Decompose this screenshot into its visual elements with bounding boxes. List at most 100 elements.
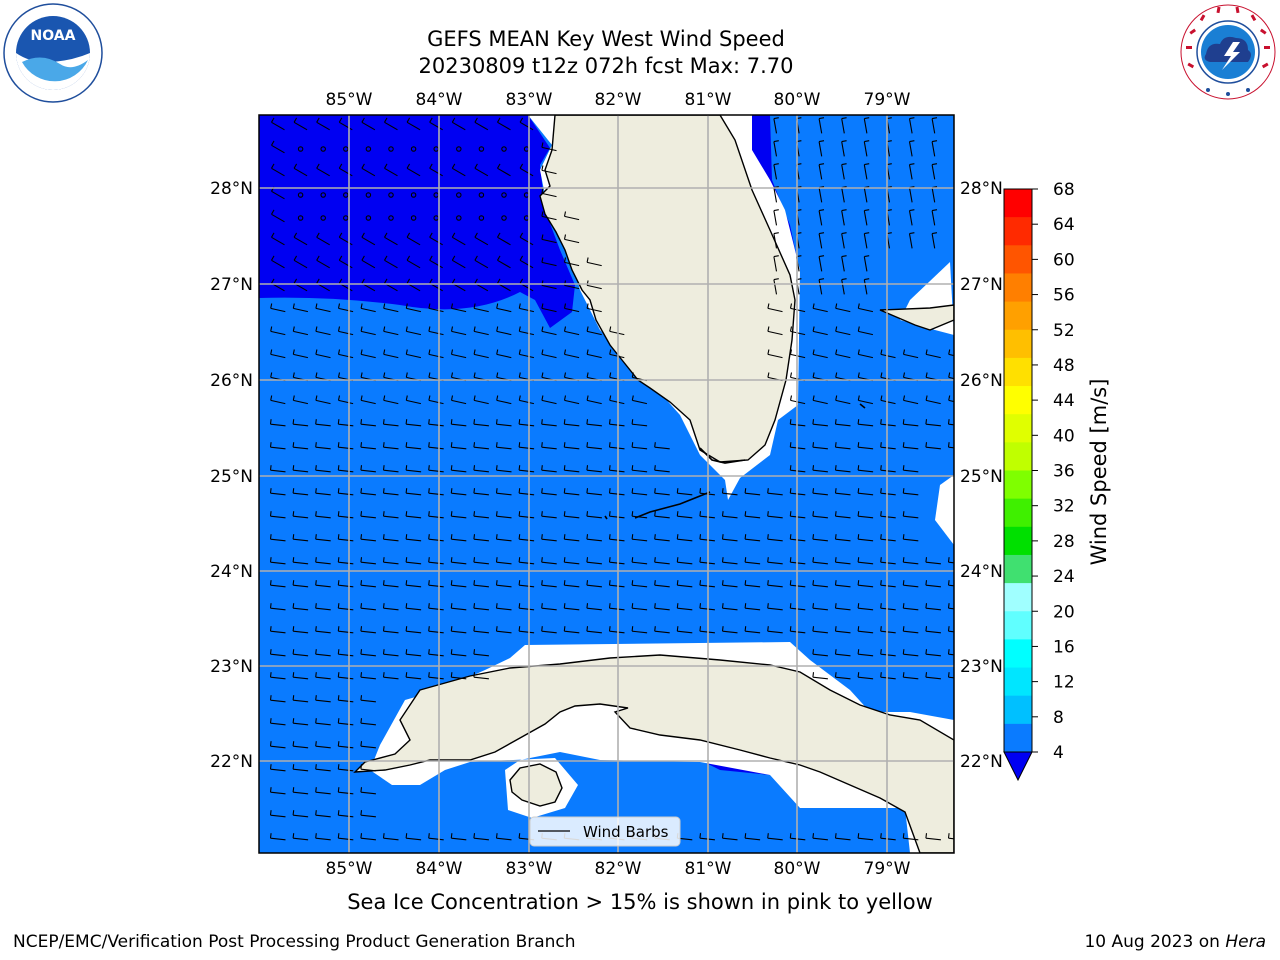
map-title: GEFS MEAN Key West Wind Speed <box>427 27 785 51</box>
wind-barb <box>902 580 919 588</box>
wind-barb <box>925 672 941 680</box>
colorbar-segment <box>1004 386 1032 415</box>
colorbar-segment <box>1004 554 1032 584</box>
wind-barb <box>541 395 557 405</box>
wind-barb <box>293 232 308 246</box>
wind-barb <box>947 626 954 633</box>
calm-wind-marker <box>388 146 394 152</box>
wind-barb <box>586 257 602 267</box>
wind-barb <box>428 672 444 680</box>
wind-barb <box>382 603 399 611</box>
wind-barb <box>292 718 309 726</box>
wind-barb <box>880 833 896 841</box>
calm-wind-marker <box>365 146 372 152</box>
wind-barb <box>955 141 960 157</box>
wind-barb <box>495 511 512 519</box>
colorbar-tick-label: 32 <box>1053 497 1075 517</box>
wind-barb <box>337 303 354 313</box>
wind-barb <box>902 465 919 473</box>
lon-label: 79°W <box>864 90 911 110</box>
wind-barb <box>863 209 870 226</box>
lat-label: 24°N <box>210 562 253 582</box>
colorbar-segment <box>1004 583 1032 612</box>
wind-barb <box>834 580 851 588</box>
wind-barb <box>382 626 399 634</box>
wind-barbs <box>269 117 960 841</box>
wind-barb <box>773 232 779 249</box>
wind-barb <box>270 395 286 405</box>
wind-barb <box>269 764 286 772</box>
wind-barb <box>744 511 761 519</box>
florida-keys <box>604 403 866 520</box>
wind-barb <box>428 326 444 336</box>
wind-barb <box>955 187 960 203</box>
wind-barb <box>497 163 511 177</box>
wind-barb <box>316 232 330 246</box>
calm-wind-marker <box>320 146 326 152</box>
colorbar-tick-label: 44 <box>1053 391 1075 411</box>
wind-barb <box>721 511 738 519</box>
wind-barb <box>586 465 602 473</box>
colorbar-segment <box>1004 667 1032 697</box>
wind-barb <box>835 395 851 405</box>
lon-label: 85°W <box>326 859 373 879</box>
wind-barb <box>608 511 625 519</box>
wind-barb <box>337 764 354 772</box>
colorbar-segment <box>1004 273 1032 303</box>
wind-barb <box>360 580 376 588</box>
wind-barb <box>857 580 874 588</box>
wind-barb <box>541 257 557 267</box>
wind-barb <box>563 626 580 634</box>
wind-barb <box>518 419 535 427</box>
wind-barb <box>315 557 331 565</box>
wind-barb <box>908 232 915 249</box>
lon-label: 83°W <box>506 90 553 110</box>
wind-barb <box>563 580 580 588</box>
wind-barb <box>563 419 580 427</box>
wind-barb <box>586 511 602 519</box>
wind-barb <box>451 232 466 246</box>
wind-barb <box>360 649 376 657</box>
wind-barb <box>360 810 376 818</box>
colorbar-ticks: 68 64 60 56 52 48 44 40 36 32 28 24 20 16 12 8 4 <box>1032 180 1075 763</box>
wind-barb <box>315 672 331 680</box>
wind-barb <box>269 419 286 427</box>
wind-barb <box>834 534 851 542</box>
wind-barb <box>676 534 693 542</box>
wind-barb <box>405 833 422 841</box>
colorbar-segment <box>1004 217 1032 246</box>
lon-label: 82°W <box>595 859 642 879</box>
wind-barb <box>902 672 919 680</box>
wind-barb <box>337 395 354 405</box>
calm-wind-marker <box>343 146 349 152</box>
wind-barb <box>316 255 330 269</box>
wind-barb <box>270 326 286 336</box>
wind-barb <box>405 326 422 336</box>
wind-barb <box>812 395 828 405</box>
wind-barb <box>519 163 534 177</box>
wind-barb <box>908 209 915 226</box>
sea-ice-caption: Sea Ice Concentration > 15% is shown in … <box>347 890 933 914</box>
wind-barb <box>382 833 399 841</box>
colorbar-tick-label: 52 <box>1053 321 1075 341</box>
lat-labels-right: 28°N 27°N 26°N 25°N 24°N 23°N 22°N <box>960 179 1003 772</box>
wind-barb <box>563 303 580 313</box>
wind-barb <box>269 787 286 795</box>
wind-barb <box>292 833 309 841</box>
lon-labels-top: 85°W 84°W 83°W 82°W 81°W 80°W 79°W <box>326 90 911 110</box>
wind-barb <box>586 603 602 611</box>
wind-barb <box>293 117 308 131</box>
wind-barb <box>541 142 557 152</box>
wind-barb <box>563 211 580 221</box>
wind-barb <box>338 117 353 131</box>
wind-barb <box>541 557 557 565</box>
wind-barb <box>428 465 444 473</box>
wind-barb <box>812 626 828 634</box>
wind-barb <box>880 465 896 473</box>
andros-island <box>879 304 954 331</box>
wind-barb <box>857 672 874 680</box>
wind-barb <box>563 465 580 473</box>
wind-barb <box>654 465 670 473</box>
wind-barb <box>744 603 761 611</box>
wind-barb <box>834 603 851 611</box>
